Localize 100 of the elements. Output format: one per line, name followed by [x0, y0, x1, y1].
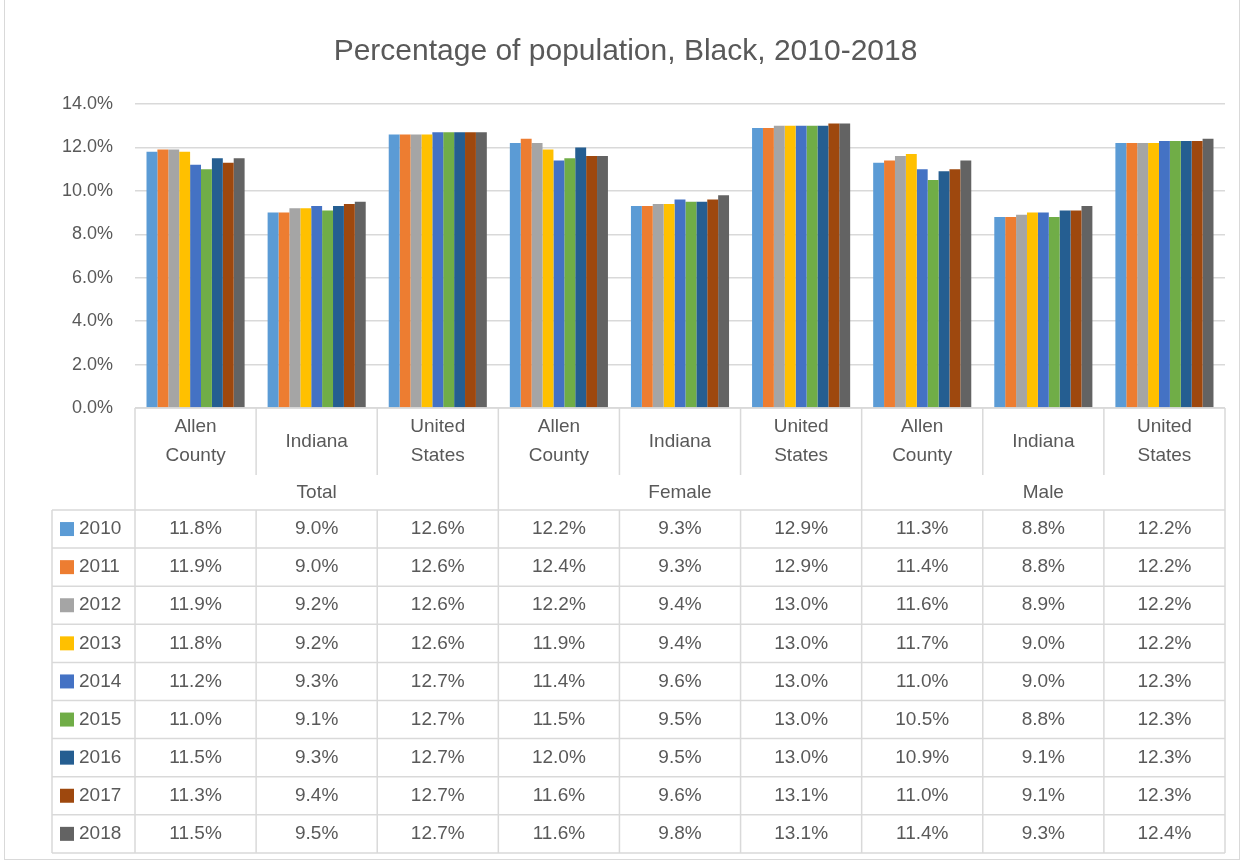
bar	[564, 158, 576, 408]
data-label: 11.4%	[895, 555, 949, 577]
bar	[1115, 143, 1127, 408]
bar	[795, 125, 807, 408]
bar	[1037, 212, 1049, 408]
data-label: 9.3%	[295, 745, 339, 767]
bar	[190, 164, 202, 408]
data-label: 9.0%	[295, 517, 339, 539]
bar	[354, 201, 366, 408]
data-label: 12.4%	[1137, 822, 1192, 844]
bar	[828, 123, 840, 408]
data-label: 9.5%	[295, 822, 339, 844]
bar	[641, 206, 653, 408]
data-label: 13.1%	[774, 822, 829, 844]
data-label: 8.9%	[1021, 593, 1066, 615]
data-label: 9.8%	[658, 822, 702, 844]
bar	[916, 169, 928, 408]
data-label: 13.0%	[774, 707, 829, 729]
bar	[542, 149, 554, 408]
data-label: 12.4%	[531, 555, 586, 577]
bar	[718, 195, 730, 408]
bar	[1191, 140, 1203, 408]
x-tick-label: Allen County	[892, 415, 953, 466]
data-label: 11.9%	[169, 555, 222, 577]
bar	[1169, 140, 1181, 408]
data-label: 12.6%	[410, 631, 465, 653]
bar	[1026, 212, 1038, 408]
bar	[663, 203, 675, 408]
text: Total	[296, 480, 337, 502]
data-label: 9.1%	[1021, 783, 1066, 805]
y-tick-label: 10.0%	[61, 179, 113, 200]
bar	[1081, 206, 1093, 408]
data-label: 8.8%	[1021, 707, 1066, 729]
bar	[443, 132, 455, 408]
bar	[531, 143, 543, 408]
data-label: 8.8%	[1021, 517, 1066, 539]
data-label: 12.7%	[410, 822, 465, 844]
bar	[905, 153, 917, 408]
bar	[575, 147, 587, 408]
data-label: 12.7%	[410, 707, 465, 729]
data-label: 9.1%	[1021, 745, 1066, 767]
bar	[685, 201, 697, 408]
data-label: 9.5%	[658, 745, 702, 767]
bar	[311, 206, 323, 408]
data-label: 12.9%	[774, 555, 829, 577]
bar	[157, 149, 169, 408]
bar	[674, 199, 686, 408]
x-tick-label: Indiana	[285, 429, 349, 451]
bar	[884, 160, 895, 408]
bar	[421, 134, 433, 408]
bar	[652, 203, 664, 408]
data-label: 11.8%	[169, 517, 222, 539]
legend-label: 2011	[79, 555, 120, 577]
data-label: 12.2%	[1137, 631, 1192, 653]
bar	[597, 156, 608, 408]
data-label: 13.1%	[774, 783, 829, 805]
x-tick-label: United States	[773, 415, 829, 466]
data-label: 12.3%	[1137, 745, 1192, 767]
bar	[784, 125, 796, 408]
bar	[586, 156, 598, 408]
data-label: 9.2%	[295, 631, 339, 653]
data-label: 10.9%	[895, 745, 950, 767]
data-label: 9.5%	[658, 707, 702, 729]
bar	[1148, 143, 1159, 408]
bar	[211, 158, 223, 408]
bar	[1048, 216, 1060, 408]
data-label: 11.9%	[169, 593, 222, 615]
bar	[233, 158, 245, 408]
data-label: 12.0%	[531, 745, 586, 767]
bar	[146, 151, 158, 408]
bar	[1070, 210, 1082, 408]
data-label: 9.6%	[658, 669, 702, 691]
bar	[343, 203, 355, 408]
bar	[168, 149, 180, 408]
data-label: 9.0%	[1021, 631, 1066, 653]
data-label: 12.7%	[410, 745, 465, 767]
bar	[520, 138, 532, 408]
data-label: 11.4%	[532, 669, 586, 691]
data-label: 11.6%	[532, 783, 586, 805]
data-label: 12.2%	[1137, 555, 1192, 577]
chart-title: Percentage of population, Black, 2010-2018	[333, 33, 918, 67]
data-label: 11.3%	[169, 783, 222, 805]
legend-label: 2018	[79, 822, 122, 844]
data-label: 11.6%	[895, 593, 949, 615]
bar	[278, 212, 290, 408]
data-label: 11.5%	[532, 707, 586, 729]
bar	[630, 206, 642, 408]
bar	[707, 199, 719, 408]
data-label: 11.6%	[532, 822, 586, 844]
y-tick-label: 8.0%	[71, 223, 113, 244]
bar	[553, 160, 565, 408]
legend-label: 2010	[79, 517, 122, 539]
y-tick-label: 2.0%	[71, 353, 113, 374]
bar	[201, 169, 212, 408]
data-label: 11.7%	[895, 631, 949, 653]
bar	[817, 125, 829, 408]
data-label: 12.2%	[1137, 517, 1192, 539]
data-label: 9.4%	[295, 783, 339, 805]
y-tick-label: 12.0%	[61, 136, 113, 157]
data-label: 9.3%	[658, 555, 702, 577]
